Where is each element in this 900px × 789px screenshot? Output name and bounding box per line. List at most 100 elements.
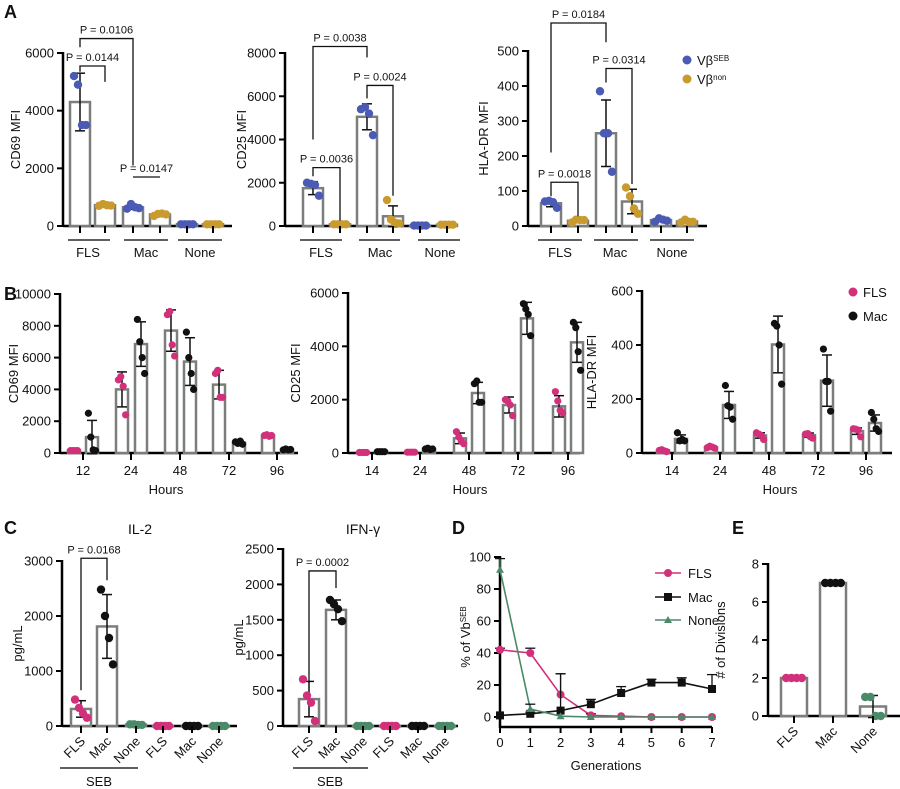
significance-bracket bbox=[550, 22, 607, 153]
significance-bracket bbox=[605, 67, 633, 184]
data-point bbox=[870, 415, 878, 423]
y-tick-label: 8000 bbox=[22, 318, 51, 333]
legend-marker bbox=[682, 55, 692, 65]
y-tick-label: 4000 bbox=[25, 103, 54, 118]
data-point bbox=[552, 203, 562, 212]
y-axis-label: CD69 MFI bbox=[6, 344, 21, 403]
x-axis-label: Generations bbox=[571, 758, 642, 773]
y-tick-label: 500 bbox=[497, 44, 519, 59]
data-point bbox=[187, 369, 195, 378]
data-point bbox=[219, 393, 227, 401]
data-point bbox=[554, 397, 562, 405]
x-tick-label: 96 bbox=[270, 463, 284, 478]
x-category-label: FLS bbox=[370, 733, 398, 761]
legend-marker bbox=[848, 311, 858, 321]
data-point bbox=[287, 445, 295, 454]
y-tick-label: 200 bbox=[497, 149, 519, 164]
data-point bbox=[214, 366, 222, 374]
data-point bbox=[117, 373, 125, 381]
data-point bbox=[773, 322, 781, 330]
data-point bbox=[73, 80, 83, 89]
data-point bbox=[688, 217, 698, 226]
x-category-label: FLS bbox=[61, 733, 89, 761]
x-group-label: Mac bbox=[134, 245, 159, 260]
chart-d-8: 0 20 40 60 80 100 % of VbSEB 0 1 2 3 4 5 6 7 Generation… bbox=[458, 550, 719, 774]
x-category-label: None bbox=[194, 734, 227, 767]
data-point bbox=[579, 215, 589, 225]
data-point bbox=[775, 341, 783, 349]
chart-b-5: 0 200 400 600 HLA-DR MFI 14 24 48 72 96 Hours FLS Ma… bbox=[584, 284, 892, 497]
y-tick-label: 6000 bbox=[247, 89, 276, 104]
data-point bbox=[677, 678, 686, 687]
data-point bbox=[496, 645, 504, 654]
x-group-label: Mac bbox=[368, 245, 393, 260]
data-point bbox=[70, 695, 80, 704]
y-tick-label: 8 bbox=[752, 557, 759, 572]
y-tick-label: 0 bbox=[269, 219, 276, 234]
data-point bbox=[268, 431, 276, 440]
chart-a-0: 0 2000 4000 6000 CD69 MFI FLS Mac None P = 0.014… bbox=[8, 25, 232, 260]
data-point bbox=[647, 713, 656, 720]
data-point bbox=[827, 407, 835, 415]
x-group-label: None bbox=[184, 245, 215, 260]
p-value-label: P = 0.0168 bbox=[67, 544, 120, 556]
p-value-label: P = 0.0002 bbox=[296, 557, 349, 569]
y-tick-label: 10000 bbox=[15, 287, 51, 302]
data-point bbox=[496, 565, 504, 573]
y-tick-label: 4000 bbox=[310, 339, 339, 354]
data-point bbox=[526, 705, 535, 712]
data-point bbox=[729, 415, 737, 423]
data-point bbox=[341, 220, 351, 229]
data-point bbox=[333, 604, 343, 614]
p-value-label: P = 0.0106 bbox=[80, 25, 133, 37]
data-point bbox=[664, 616, 672, 623]
data-point bbox=[647, 678, 656, 687]
data-point bbox=[302, 691, 312, 700]
data-point bbox=[310, 180, 320, 190]
data-point bbox=[556, 706, 565, 715]
legend-label: Mac bbox=[688, 590, 713, 605]
series-none bbox=[495, 557, 716, 720]
significance-bracket bbox=[308, 570, 337, 684]
p-value-label: P = 0.0314 bbox=[592, 55, 645, 67]
x-group-label: FLS bbox=[548, 245, 572, 260]
x-axis-label: Hours bbox=[149, 482, 184, 497]
chart-a-1: 0 2000 4000 6000 8000 CD25 MFI FLS Mac None P = 0… bbox=[234, 33, 460, 260]
panel-label-a: A bbox=[4, 2, 17, 22]
data-point bbox=[429, 445, 437, 453]
x-category-label: FLS bbox=[774, 723, 802, 751]
data-point bbox=[411, 448, 419, 456]
significance-bracket bbox=[366, 84, 394, 196]
y-tick-label: 4000 bbox=[247, 132, 276, 147]
data-point bbox=[797, 673, 806, 683]
y-tick-label: 1500 bbox=[245, 612, 274, 627]
x-category-label: FLS bbox=[289, 733, 317, 761]
data-point bbox=[708, 713, 716, 720]
data-point bbox=[214, 220, 224, 229]
legend-marker bbox=[848, 287, 858, 297]
legend-marker bbox=[682, 74, 692, 84]
y-tick-label: 2500 bbox=[245, 542, 274, 557]
data-point bbox=[867, 408, 876, 417]
data-point bbox=[708, 685, 716, 693]
y-axis-label-text: HLA-DR MFI bbox=[476, 101, 491, 175]
y-tick-label: 6000 bbox=[22, 350, 51, 365]
data-point bbox=[188, 220, 198, 229]
data-point bbox=[595, 87, 605, 96]
data-point bbox=[92, 447, 100, 455]
y-tick-label: 1000 bbox=[24, 664, 53, 679]
chart-a-2: 0 100 200 300 400 500 HLA-DR MFI FLS Mac None P = … bbox=[476, 9, 729, 260]
group-label: SEB bbox=[86, 774, 112, 789]
y-tick-label: 400 bbox=[497, 79, 519, 94]
data-point bbox=[559, 409, 567, 417]
legend-text: FLS bbox=[863, 285, 887, 300]
x-group-label: FLS bbox=[309, 245, 333, 260]
y-tick-label: 6000 bbox=[25, 46, 54, 61]
data-point bbox=[166, 307, 174, 316]
chart-b-3: 0 2000 4000 6000 8000 10000 CD69 MFI 12 24 48 72 96… bbox=[6, 287, 298, 497]
data-point bbox=[106, 201, 116, 210]
data-point bbox=[421, 221, 431, 230]
y-tick-label: 40 bbox=[477, 646, 491, 661]
data-point bbox=[854, 426, 862, 434]
